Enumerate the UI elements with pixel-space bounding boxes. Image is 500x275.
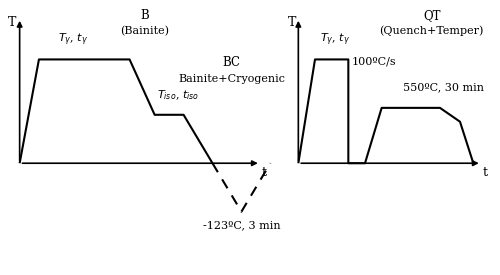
Text: QT: QT xyxy=(423,9,440,22)
Text: $T_{\gamma}$, $t_{\gamma}$: $T_{\gamma}$, $t_{\gamma}$ xyxy=(320,32,350,48)
Text: Bainite+Cryogenic: Bainite+Cryogenic xyxy=(178,74,286,84)
Text: (Bainite): (Bainite) xyxy=(120,26,170,36)
Text: 100ºC/s: 100ºC/s xyxy=(352,56,397,66)
Text: t: t xyxy=(482,166,488,179)
Text: $T_{\gamma}$, $t_{\gamma}$: $T_{\gamma}$, $t_{\gamma}$ xyxy=(58,32,88,48)
Text: t: t xyxy=(262,166,267,179)
Text: $T_{iso}$, $t_{iso}$: $T_{iso}$, $t_{iso}$ xyxy=(156,89,198,102)
Text: BC: BC xyxy=(223,56,241,69)
Text: B: B xyxy=(140,9,149,22)
Text: 550ºC, 30 min: 550ºC, 30 min xyxy=(404,83,484,93)
Text: (Quench+Temper): (Quench+Temper) xyxy=(380,25,484,36)
Text: T: T xyxy=(288,16,296,29)
Text: -123ºC, 3 min: -123ºC, 3 min xyxy=(202,220,280,230)
Text: T: T xyxy=(8,16,16,29)
